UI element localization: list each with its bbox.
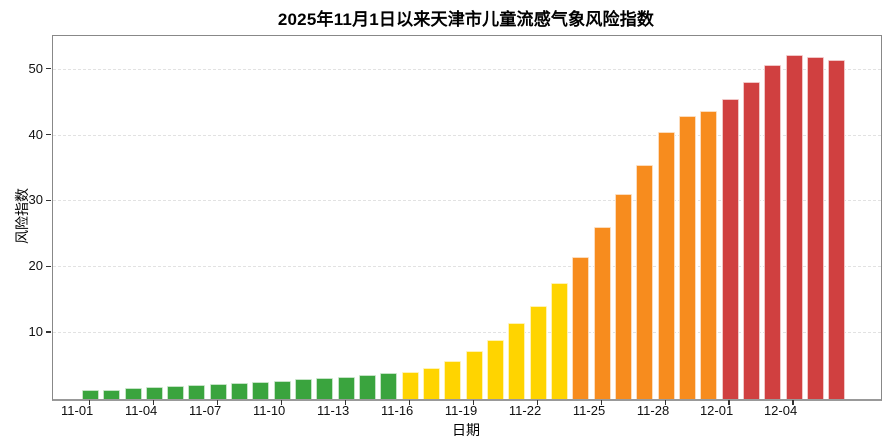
- bar-12-02: [743, 82, 760, 399]
- gridline: [53, 332, 881, 334]
- bar-12-03: [764, 65, 782, 399]
- y-tick-mark: [46, 199, 51, 202]
- bar-11-27: [636, 165, 654, 399]
- bar-11-22: [529, 305, 547, 399]
- bar-11-09: [252, 381, 270, 399]
- bar-11-24: [572, 257, 590, 399]
- plot-area: [52, 35, 882, 401]
- bar-11-21: [508, 323, 526, 399]
- y-axis-label: 风险指数: [14, 188, 30, 244]
- gridline: [53, 134, 881, 136]
- bar-11-08: [231, 382, 249, 399]
- y-tick-mark: [46, 133, 51, 136]
- x-tick-mark: [792, 400, 794, 405]
- bar-11-12: [316, 377, 334, 399]
- gridline: [53, 266, 881, 268]
- x-tick-label: 11-10: [253, 403, 286, 418]
- x-tick-mark: [344, 400, 346, 405]
- bar-12-01: [721, 99, 739, 399]
- x-tick-label: 11-01: [61, 403, 94, 418]
- bar-11-20: [487, 339, 505, 399]
- x-tick-label: 12-04: [763, 403, 798, 418]
- x-tick-mark: [664, 400, 666, 405]
- bar-12-04: [785, 55, 803, 399]
- bar-11-03: [124, 387, 142, 399]
- y-tick-label: 50: [28, 60, 43, 76]
- y-tick-label: 10: [28, 324, 43, 340]
- x-tick-mark: [88, 400, 90, 405]
- y-tick-mark: [46, 331, 51, 333]
- x-tick-mark: [280, 400, 282, 405]
- gridline: [53, 68, 881, 70]
- bar-11-11: [295, 379, 313, 399]
- x-tick-label: 11-07: [189, 403, 222, 418]
- x-tick-label: 12-01: [699, 403, 734, 418]
- gridline: [53, 200, 881, 202]
- bar-11-15: [380, 373, 398, 399]
- bar-11-01: [81, 389, 99, 399]
- y-tick-mark: [46, 67, 51, 70]
- bar-11-05: [167, 385, 185, 399]
- bar-11-29: [679, 116, 696, 399]
- x-axis-label: 日期: [452, 422, 480, 438]
- bar-11-16: [401, 372, 419, 399]
- x-tick-label: 11-13: [317, 403, 350, 418]
- x-tick-mark: [216, 400, 218, 405]
- bar-11-04: [145, 386, 163, 399]
- chart-title: 2025年11月1日以来天津市儿童流感气象风险指数: [277, 10, 655, 29]
- x-tick-mark: [152, 400, 154, 405]
- bar-11-25: [593, 227, 611, 399]
- x-tick-mark: [728, 400, 730, 405]
- x-tick-mark: [600, 400, 602, 405]
- bar-11-18: [444, 360, 462, 399]
- bar-11-10: [273, 380, 291, 399]
- x-tick-label: 11-25: [572, 403, 606, 418]
- y-tick-label: 40: [28, 126, 43, 142]
- bar-11-02: [103, 389, 121, 399]
- x-tick-mark: [472, 400, 474, 405]
- bar-11-23: [551, 283, 569, 399]
- y-tick-mark: [46, 265, 51, 267]
- x-tick-mark: [536, 400, 538, 405]
- bar-12-05: [807, 57, 824, 399]
- x-tick-label: 11-19: [444, 403, 478, 418]
- bar-11-06: [188, 385, 206, 399]
- x-tick-label: 11-04: [125, 403, 158, 418]
- bar-11-28: [657, 132, 675, 399]
- bar-11-14: [359, 374, 377, 399]
- bar-11-19: [465, 350, 483, 399]
- bar-11-13: [337, 376, 355, 399]
- y-tick-label: 30: [28, 192, 43, 208]
- bar-12-06: [828, 60, 846, 399]
- x-tick-label: 11-16: [381, 403, 414, 418]
- x-tick-mark: [408, 400, 410, 405]
- x-tick-label: 11-22: [508, 403, 542, 418]
- x-tick-label: 11-28: [636, 403, 670, 418]
- bar-11-26: [615, 194, 632, 399]
- y-tick-label: 20: [28, 258, 43, 274]
- bar-11-30: [700, 111, 718, 399]
- bar-11-17: [423, 368, 441, 399]
- bar-11-07: [209, 383, 227, 399]
